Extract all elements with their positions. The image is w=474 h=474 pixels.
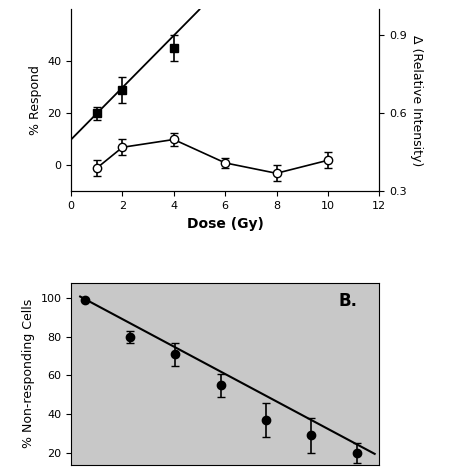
Y-axis label: % Non-responding Cells: % Non-responding Cells xyxy=(22,299,35,448)
Text: B.: B. xyxy=(338,292,358,310)
Y-axis label: Δ (Relative Intensity): Δ (Relative Intensity) xyxy=(410,35,423,166)
X-axis label: Dose (Gy): Dose (Gy) xyxy=(187,217,264,231)
Y-axis label: % Respond: % Respond xyxy=(29,65,42,136)
